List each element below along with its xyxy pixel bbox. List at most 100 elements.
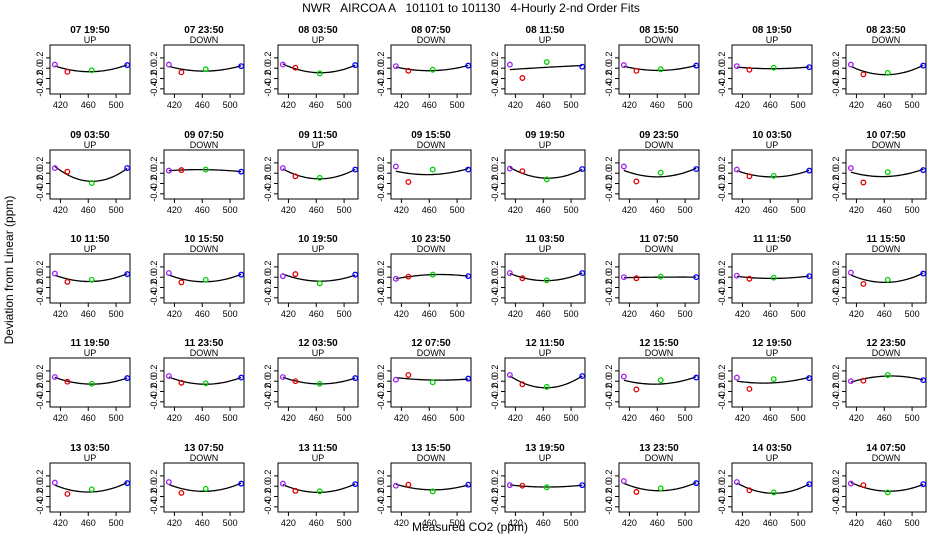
y-tick-label: 0.2	[717, 261, 727, 274]
data-point	[884, 169, 891, 176]
x-tick-label: 460	[422, 100, 437, 110]
y-tick-label: -0.2	[149, 176, 159, 192]
data-point	[124, 375, 131, 382]
y-tick-label: 0.0	[717, 480, 727, 493]
x-tick-label: 460	[195, 309, 210, 319]
x-tick-label: 460	[81, 518, 96, 528]
x-tick-label: 460	[81, 205, 96, 215]
panel-mode-label: DOWN	[417, 244, 446, 254]
fit-curve	[623, 376, 697, 385]
data-point	[279, 374, 286, 381]
fit-curve	[509, 484, 583, 488]
y-tick-label: -0.2	[35, 71, 45, 87]
data-point	[884, 69, 891, 76]
y-tick-label: 0.0	[490, 62, 500, 75]
data-point	[519, 482, 526, 489]
panel-mode-label: DOWN	[872, 35, 901, 45]
panel-title: 08 11:50	[526, 25, 565, 36]
data-point	[806, 273, 813, 280]
x-tick-label: 420	[508, 205, 523, 215]
data-point	[847, 165, 854, 172]
data-point	[633, 67, 640, 74]
y-tick-label: -0.2	[831, 176, 841, 192]
data-point	[920, 270, 927, 277]
y-tick-label: 0.0	[490, 167, 500, 180]
data-point	[392, 275, 399, 282]
y-tick-label: 0.0	[35, 62, 45, 75]
y-tick-label: 0.2	[263, 261, 273, 274]
y-tick-label: 0.0	[263, 62, 273, 75]
fit-curve	[509, 272, 583, 282]
x-tick-label: 460	[195, 413, 210, 423]
y-tick-label: 0.2	[717, 157, 727, 170]
x-tick-label: 420	[281, 413, 296, 423]
data-point	[465, 273, 472, 280]
data-point	[693, 480, 700, 487]
x-tick-label: 500	[564, 413, 579, 423]
panel-title: 13 15:50	[411, 443, 451, 454]
y-tick-label: 0.2	[831, 157, 841, 170]
data-point	[847, 480, 854, 487]
panel-frame	[845, 149, 927, 200]
y-tick-label: -0.2	[604, 489, 614, 505]
data-point	[352, 166, 359, 173]
panel-mode-label: DOWN	[645, 244, 674, 254]
x-tick-label: 500	[223, 309, 238, 319]
panel-mode-label: UP	[766, 244, 779, 254]
data-point	[202, 276, 209, 283]
data-point	[292, 487, 299, 494]
panel-title: 08 07:50	[411, 25, 451, 36]
y-tick-label: -0.4	[831, 81, 841, 97]
data-point	[279, 273, 286, 280]
panel-title: 08 23:50	[866, 25, 906, 36]
x-tick-label: 420	[167, 100, 182, 110]
x-tick-label: 460	[309, 518, 324, 528]
x-tick-label: 460	[81, 309, 96, 319]
panel-mode-label: DOWN	[190, 348, 219, 358]
y-tick-label: 0.0	[604, 271, 614, 284]
data-point	[519, 75, 526, 81]
panel-frame	[731, 149, 813, 200]
y-tick-label: 0.0	[717, 62, 727, 75]
panel-title: 10 15:50	[184, 234, 224, 245]
data-point	[292, 64, 299, 71]
y-tick-label: 0.0	[376, 62, 386, 75]
data-point	[178, 379, 185, 386]
data-point	[405, 273, 412, 280]
y-tick-label: -0.4	[604, 499, 614, 515]
x-tick-label: 420	[849, 413, 864, 423]
y-tick-label: -0.4	[831, 499, 841, 515]
y-tick-label: 0.0	[35, 167, 45, 180]
x-tick-label: 500	[564, 518, 579, 528]
y-tick-label: 0.2	[717, 52, 727, 65]
y-tick-label: 0.2	[376, 52, 386, 65]
y-tick-label: -0.2	[149, 280, 159, 296]
panel-mode-label: UP	[539, 348, 552, 358]
y-tick-label: 0.0	[35, 271, 45, 284]
x-tick-label: 420	[735, 518, 750, 528]
x-tick-label: 420	[622, 518, 637, 528]
panel-mode-label: UP	[539, 35, 552, 45]
y-tick-label: -0.4	[376, 81, 386, 97]
data-point	[733, 272, 740, 279]
y-tick-label: -0.2	[376, 71, 386, 87]
x-tick-label: 500	[450, 413, 465, 423]
data-point	[806, 167, 813, 174]
x-tick-label: 500	[450, 205, 465, 215]
panel-title: 09 11:50	[299, 130, 338, 141]
y-tick-label: -0.2	[35, 176, 45, 192]
x-tick-label: 460	[763, 205, 778, 215]
data-point	[178, 279, 185, 286]
data-point	[51, 479, 58, 486]
data-point	[770, 274, 777, 281]
panel-mode-label: UP	[312, 140, 325, 150]
x-tick-label: 500	[337, 413, 352, 423]
panel-frame	[49, 149, 131, 200]
